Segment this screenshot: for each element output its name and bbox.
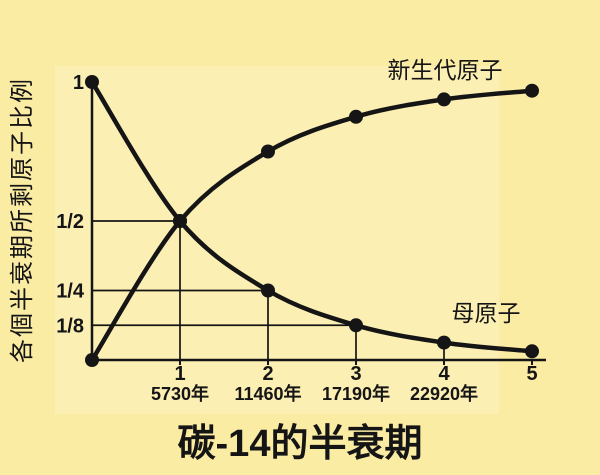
x-tick-year-label: 17190年 [322, 383, 390, 404]
data-point-dot [85, 353, 99, 367]
x-tick-label: 5 [526, 363, 537, 385]
y-tick-label: 1/8 [56, 315, 84, 337]
x-tick-label: 3 [350, 363, 361, 385]
x-tick-label: 1 [174, 363, 185, 385]
data-point-dot [85, 75, 99, 89]
axes [90, 80, 546, 362]
growth-series-label: 新生代原子 [388, 57, 503, 83]
chart-title: 碳-14的半衰期 [178, 423, 423, 465]
data-point-dot [261, 144, 275, 159]
x-tick-year-label: 11460年 [234, 383, 301, 404]
y-tick-label: 1 [73, 72, 84, 94]
data-point-dot [173, 214, 187, 228]
chart-backdrop [55, 66, 499, 414]
x-tick-label: 2 [262, 363, 273, 385]
data-point-dot [525, 83, 539, 98]
data-point-dot [437, 92, 451, 107]
data-point-dot [437, 335, 451, 350]
y-axis-title: 各個半衰期所剩原子比例 [9, 77, 36, 363]
data-point-dot [349, 109, 363, 124]
y-tick-label: 1/2 [56, 211, 84, 233]
data-point-dot [349, 318, 363, 333]
y-tick-label: 1/4 [56, 281, 85, 303]
y-axis-tick-labels: 1 1/2 1/4 1/8 [56, 72, 85, 337]
x-tick-label: 4 [438, 363, 450, 385]
data-point-dot [525, 344, 539, 359]
series-curves [85, 75, 539, 367]
x-tick-year-label: 22920年 [410, 383, 478, 404]
x-tick-year-label: 5730年 [151, 383, 209, 404]
data-point-dot [261, 283, 275, 298]
decay-series-label: 母原子 [452, 300, 521, 326]
